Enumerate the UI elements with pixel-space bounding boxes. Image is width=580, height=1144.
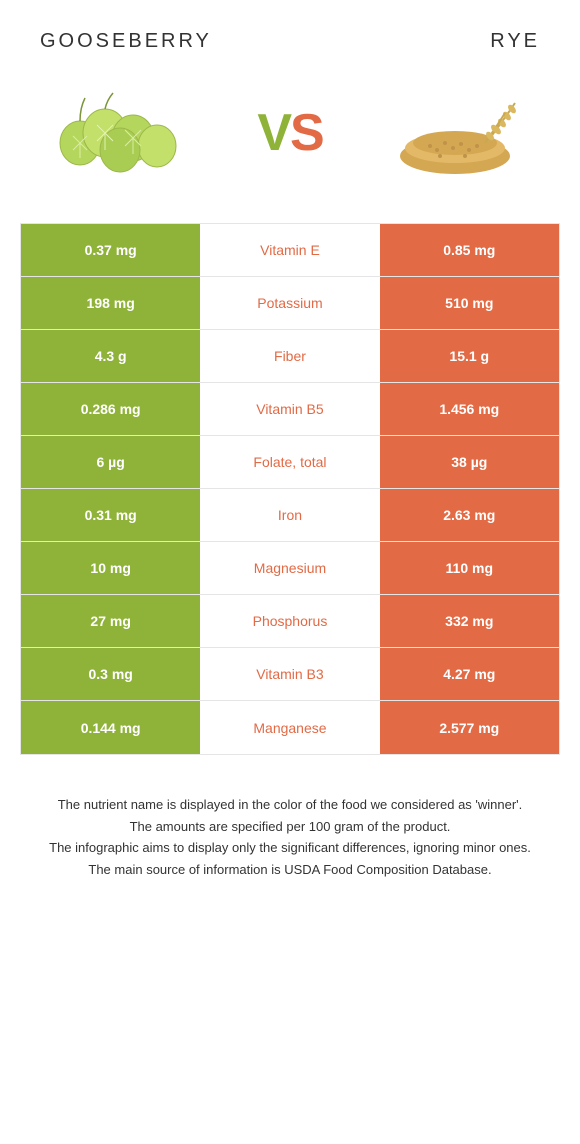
nutrient-name: Vitamin B5	[200, 383, 379, 435]
left-value: 0.31 mg	[21, 489, 200, 541]
table-row: 0.31 mgIron2.63 mg	[21, 489, 559, 542]
footer-line-1: The nutrient name is displayed in the co…	[30, 795, 550, 815]
right-value: 15.1 g	[380, 330, 559, 382]
table-row: 6 µgFolate, total38 µg	[21, 436, 559, 489]
right-value: 0.85 mg	[380, 224, 559, 276]
nutrient-name: Phosphorus	[200, 595, 379, 647]
nutrient-name: Folate, total	[200, 436, 379, 488]
left-value: 10 mg	[21, 542, 200, 594]
left-value: 0.144 mg	[21, 701, 200, 754]
left-value: 198 mg	[21, 277, 200, 329]
right-value: 332 mg	[380, 595, 559, 647]
table-row: 10 mgMagnesium110 mg	[21, 542, 559, 595]
right-value: 2.577 mg	[380, 701, 559, 754]
footer-line-3: The infographic aims to display only the…	[30, 838, 550, 858]
rye-image	[380, 83, 540, 183]
vs-section: VS	[20, 83, 560, 183]
header: GOOSEBERRY RYE	[20, 30, 560, 83]
right-value: 1.456 mg	[380, 383, 559, 435]
table-row: 0.144 mgManganese2.577 mg	[21, 701, 559, 754]
nutrient-name: Magnesium	[200, 542, 379, 594]
nutrition-table: 0.37 mgVitamin E0.85 mg198 mgPotassium51…	[20, 223, 560, 755]
table-row: 0.286 mgVitamin B51.456 mg	[21, 383, 559, 436]
right-value: 510 mg	[380, 277, 559, 329]
nutrient-name: Vitamin E	[200, 224, 379, 276]
nutrient-name: Potassium	[200, 277, 379, 329]
table-row: 4.3 gFiber15.1 g	[21, 330, 559, 383]
nutrient-name: Manganese	[200, 701, 379, 754]
left-value: 6 µg	[21, 436, 200, 488]
left-value: 27 mg	[21, 595, 200, 647]
left-value: 0.3 mg	[21, 648, 200, 700]
nutrient-name: Fiber	[200, 330, 379, 382]
vs-v: V	[257, 104, 290, 162]
left-food-title: GOOSEBERRY	[40, 30, 212, 53]
table-row: 0.3 mgVitamin B34.27 mg	[21, 648, 559, 701]
right-value: 110 mg	[380, 542, 559, 594]
nutrient-name: Iron	[200, 489, 379, 541]
table-row: 0.37 mgVitamin E0.85 mg	[21, 224, 559, 277]
left-value: 0.37 mg	[21, 224, 200, 276]
nutrient-name: Vitamin B3	[200, 648, 379, 700]
left-value: 4.3 g	[21, 330, 200, 382]
right-value: 38 µg	[380, 436, 559, 488]
left-value: 0.286 mg	[21, 383, 200, 435]
footer-line-2: The amounts are specified per 100 gram o…	[30, 817, 550, 837]
vs-s: S	[290, 104, 323, 162]
vs-label: VS	[257, 103, 322, 163]
right-value: 4.27 mg	[380, 648, 559, 700]
right-food-title: RYE	[490, 30, 540, 53]
table-row: 27 mgPhosphorus332 mg	[21, 595, 559, 648]
gooseberry-image	[40, 83, 200, 183]
footer-line-4: The main source of information is USDA F…	[30, 860, 550, 880]
table-row: 198 mgPotassium510 mg	[21, 277, 559, 330]
right-value: 2.63 mg	[380, 489, 559, 541]
footer: The nutrient name is displayed in the co…	[20, 795, 560, 879]
